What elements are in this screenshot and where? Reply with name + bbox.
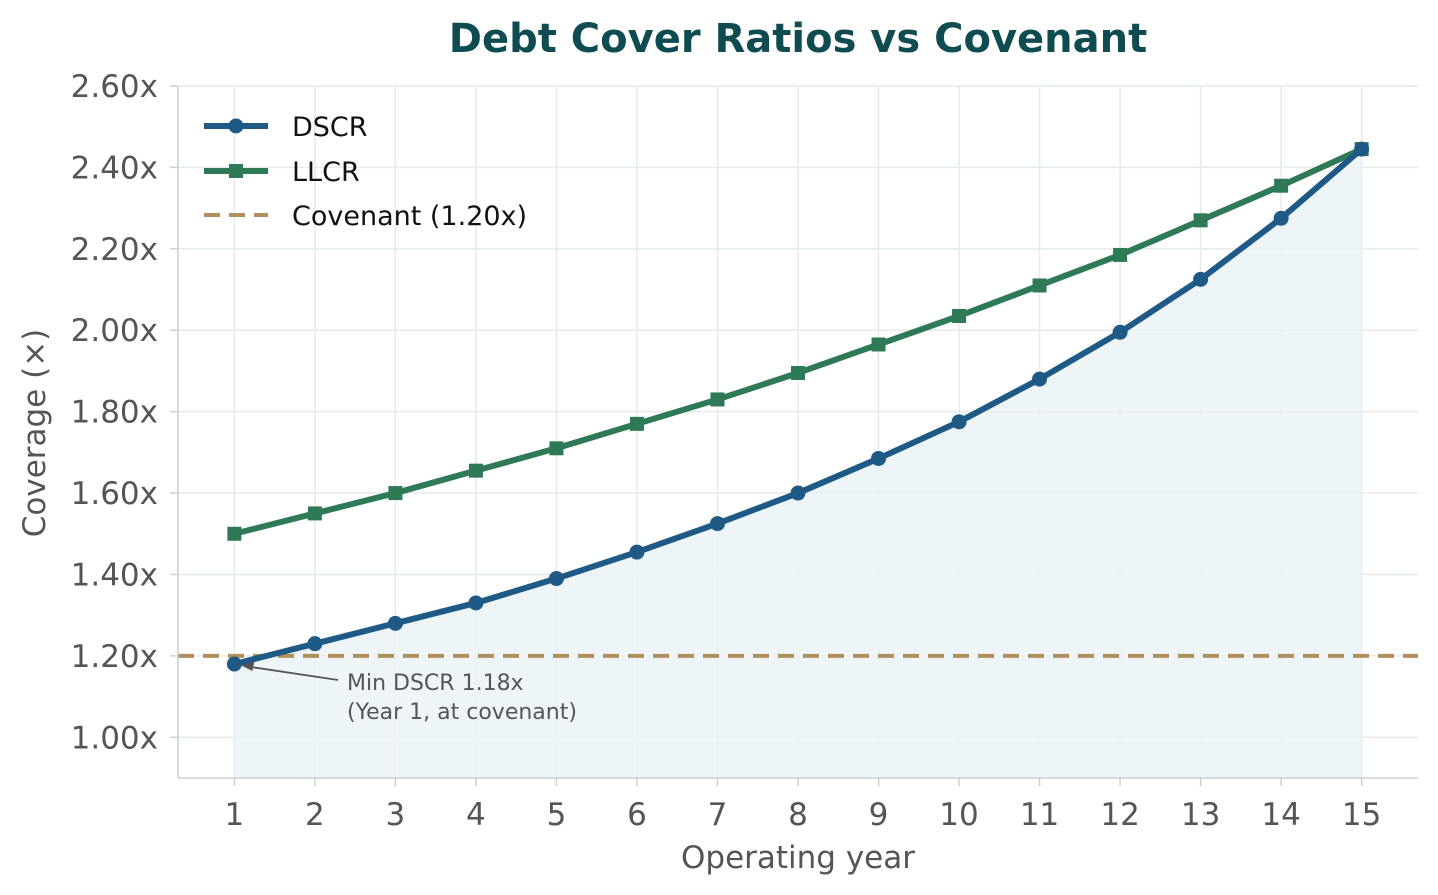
x-tick-label: 8	[788, 797, 808, 833]
x-tick-label: 6	[627, 797, 647, 833]
annotation-arrowhead	[240, 662, 255, 672]
llcr-point	[307, 506, 322, 521]
llcr-point	[952, 308, 967, 323]
chart-title: Debt Cover Ratios vs Covenant	[449, 16, 1147, 62]
llcr-point	[871, 337, 886, 352]
llcr-point	[1113, 247, 1128, 262]
x-tick-label: 4	[466, 797, 486, 833]
x-tick-label: 13	[1181, 797, 1220, 833]
dscr-point	[1193, 271, 1209, 287]
dscr-point	[226, 656, 242, 672]
y-tick-label: 2.40x	[71, 150, 158, 186]
x-tick-label: 12	[1100, 797, 1139, 833]
legend-covenant-label: Covenant (1.20x)	[292, 201, 527, 232]
llcr-point	[629, 416, 644, 431]
dscr-point	[548, 571, 564, 587]
dscr-point	[951, 414, 967, 430]
llcr-point	[227, 526, 242, 541]
llcr-point	[710, 392, 725, 407]
x-tick-label: 1	[224, 797, 244, 833]
dscr-point	[468, 595, 484, 611]
y-tick-label: 2.00x	[71, 313, 158, 349]
dscr-point	[1112, 324, 1128, 340]
llcr-point	[549, 441, 564, 456]
x-axis-label: Operating year	[681, 840, 915, 876]
x-tick-label: 11	[1020, 797, 1059, 833]
llcr-point	[791, 365, 805, 380]
annotation-arrow-line	[244, 665, 339, 681]
dscr-point	[629, 544, 645, 560]
x-tick-label: 15	[1342, 797, 1381, 833]
x-tick-label: 2	[305, 797, 325, 833]
legend-dscr-label: DSCR	[292, 112, 368, 143]
legend-llcr-label: LLCR	[292, 157, 360, 188]
llcr-point	[1032, 278, 1047, 293]
dscr-point	[1273, 210, 1289, 226]
x-tick-label: 10	[939, 797, 978, 833]
y-axis-label: Coverage (×)	[17, 329, 53, 538]
dscr-point	[1032, 371, 1048, 387]
dscr-point	[790, 485, 806, 501]
y-tick-label: 1.80x	[71, 395, 158, 431]
y-tick-label: 1.00x	[71, 720, 158, 756]
x-tick-label: 5	[547, 797, 567, 833]
annotation: Min DSCR 1.18x (Year 1, at covenant)	[240, 662, 577, 725]
x-tick-label: 7	[708, 797, 728, 833]
llcr-point	[468, 463, 483, 478]
dscr-point	[709, 516, 725, 532]
annotation-text: (Year 1, at covenant)	[347, 700, 577, 725]
dscr-point	[1354, 141, 1370, 157]
legend-dscr-marker	[228, 118, 244, 134]
y-tick-label: 1.20x	[71, 639, 158, 675]
dscr-fill-area	[234, 149, 1362, 778]
tick-labels: 1.00x 1.20x 1.40x 1.60x 1.80x 2.00x 2.20x 2.40x…	[71, 69, 1382, 833]
axes	[170, 85, 1418, 786]
legend-llcr-marker	[229, 164, 243, 178]
x-tick-label: 9	[869, 797, 889, 833]
dscr-point	[307, 636, 323, 652]
llcr-point	[388, 486, 403, 501]
annotation-text: Min DSCR 1.18x	[347, 671, 524, 696]
y-tick-label: 1.60x	[71, 476, 158, 512]
series	[226, 141, 1370, 672]
llcr-point	[1274, 178, 1289, 193]
legend: DSCR LLCR Covenant (1.20x)	[204, 112, 527, 232]
x-tick-label: 14	[1261, 797, 1300, 833]
x-tick-label: 3	[386, 797, 406, 833]
y-tick-label: 2.60x	[71, 69, 158, 105]
llcr-point	[1193, 213, 1208, 228]
y-tick-label: 2.20x	[71, 232, 158, 268]
dscr-point	[387, 615, 403, 631]
dscr-area	[234, 149, 1362, 778]
y-tick-label: 1.40x	[71, 557, 158, 593]
dscr-point	[871, 450, 887, 466]
